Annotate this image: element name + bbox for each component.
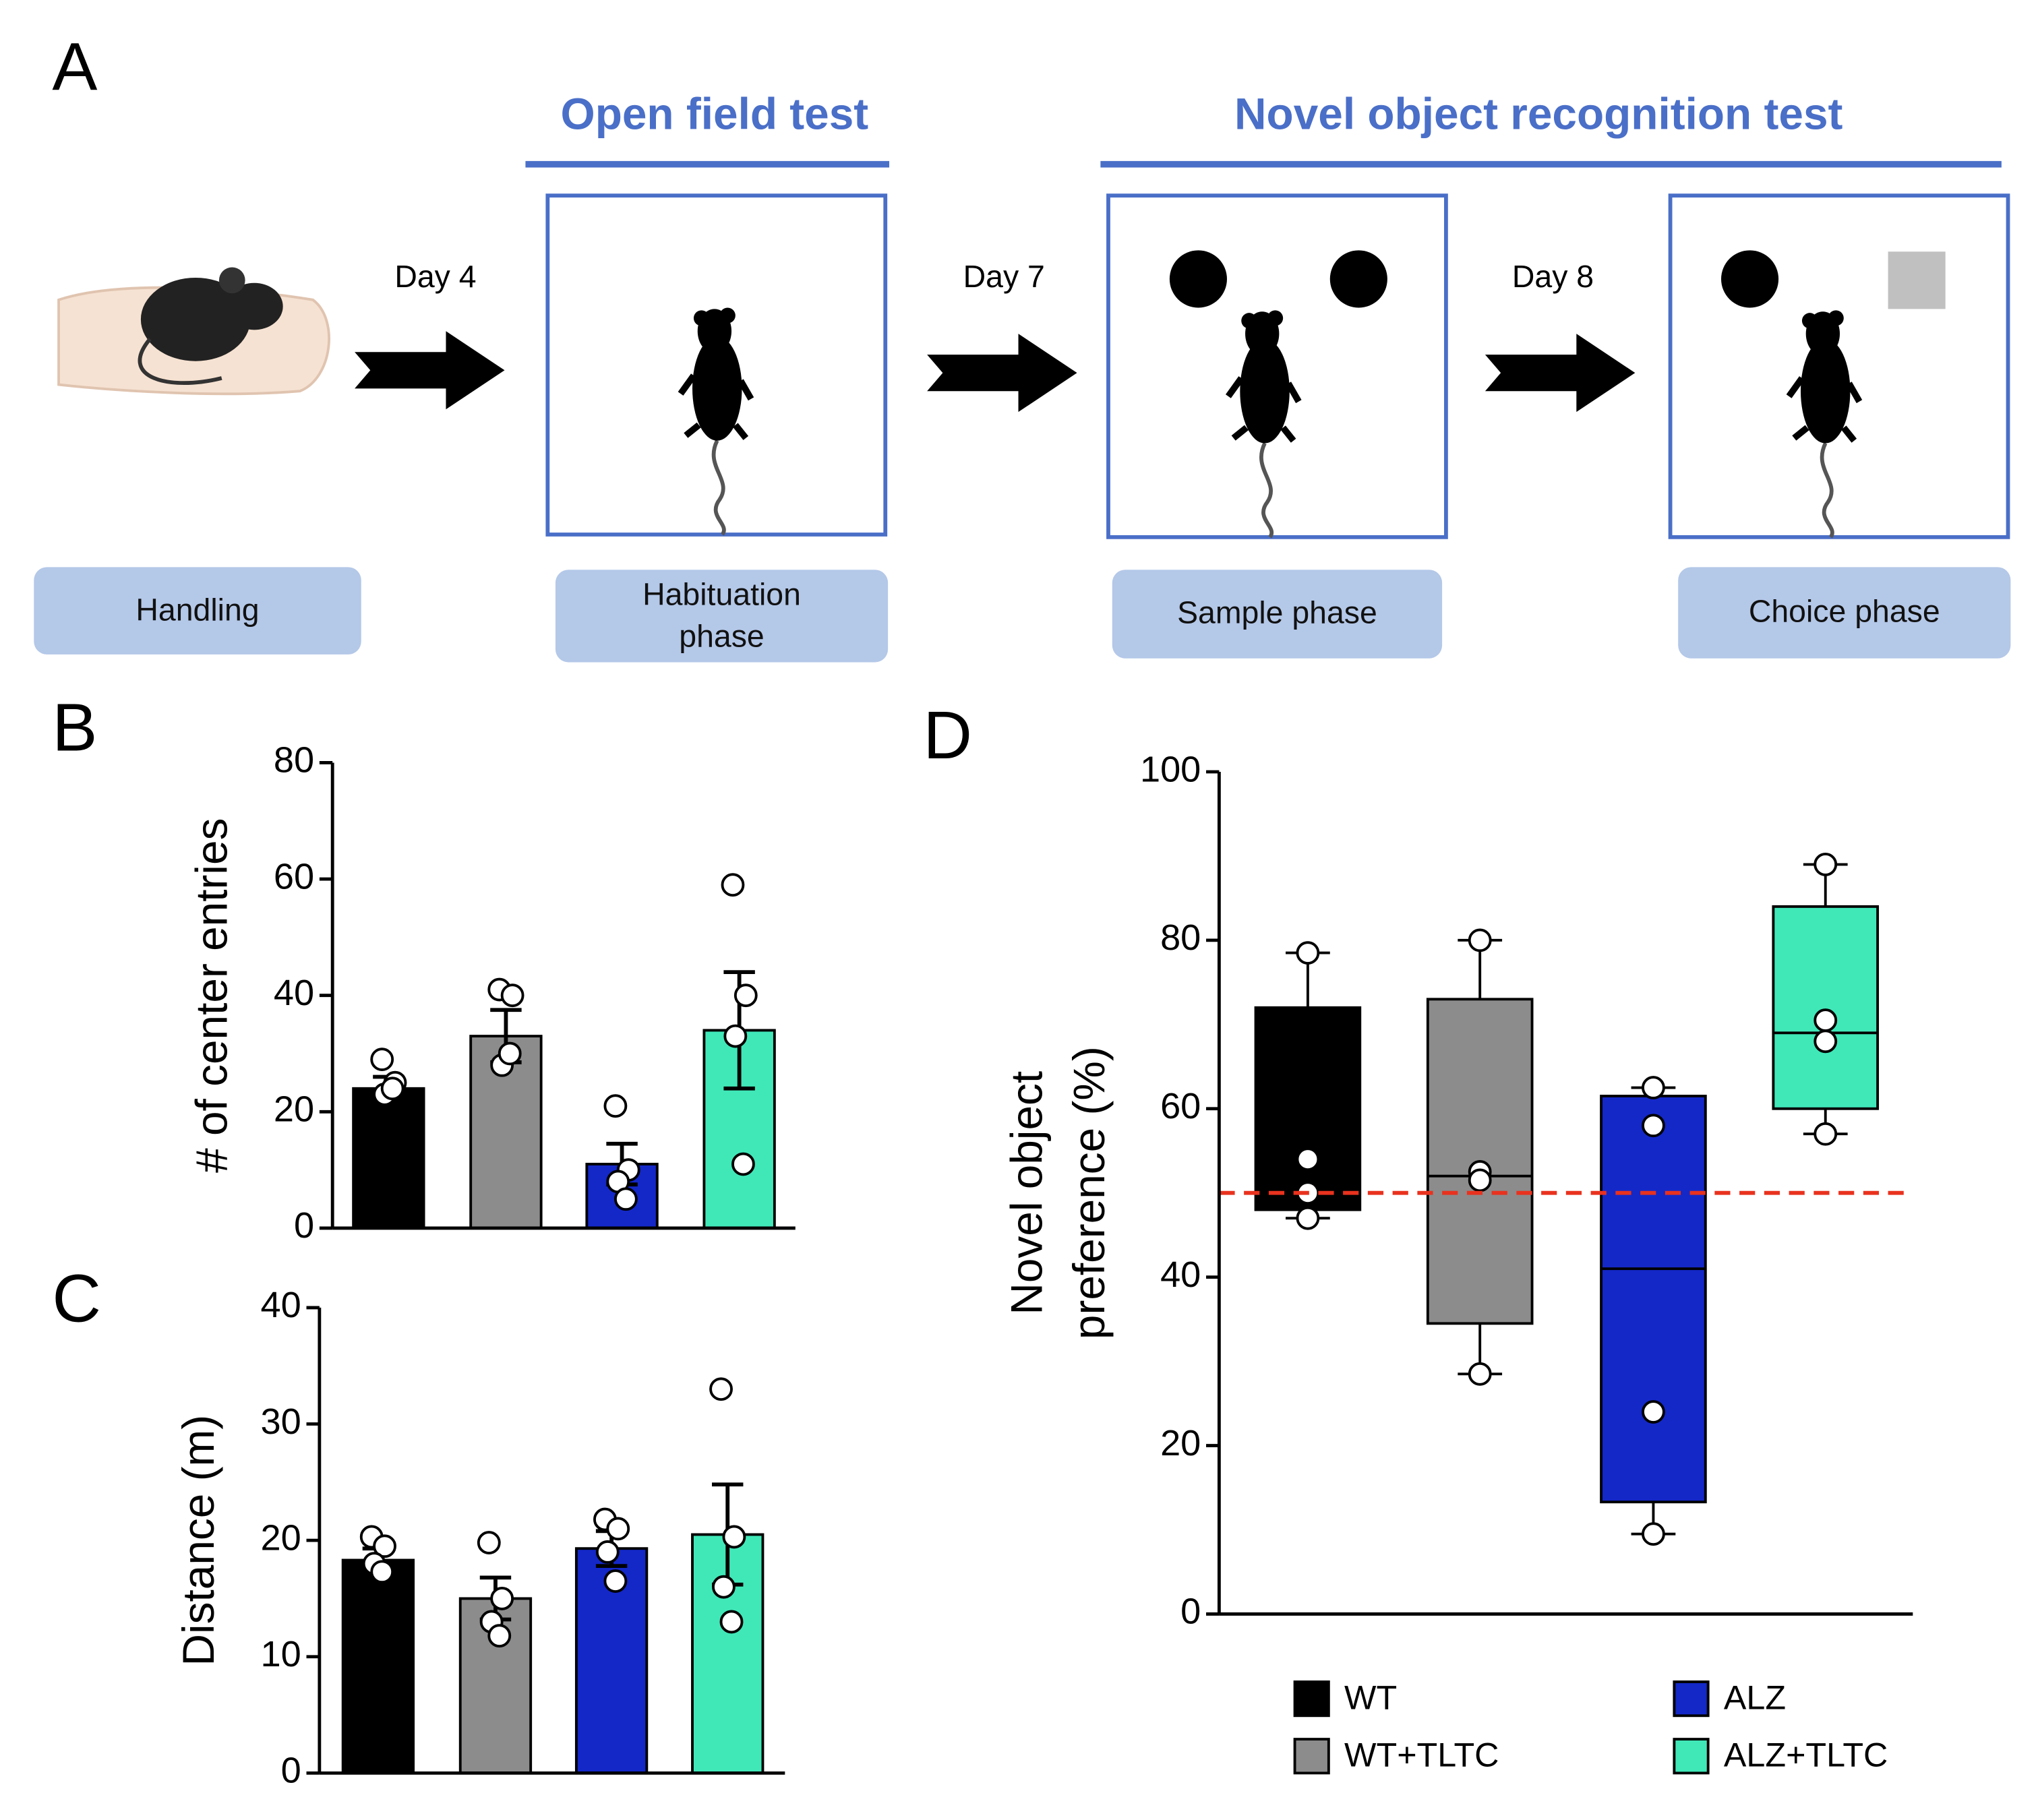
data-point xyxy=(1814,853,1838,876)
data-point xyxy=(721,873,745,897)
data-point xyxy=(1296,1147,1320,1172)
y-axis-title: preference (%) xyxy=(1064,1046,1114,1339)
phase-label: Habituation phase xyxy=(642,578,801,654)
y-axis-title: Novel object xyxy=(1001,1071,1051,1315)
data-point xyxy=(370,1048,394,1072)
data-point xyxy=(723,1024,748,1048)
data-point xyxy=(500,983,525,1008)
handling-illustration xyxy=(57,267,330,396)
y-tick-label: 40 xyxy=(261,1285,301,1325)
y-axis-title: Distance (m) xyxy=(173,1415,223,1666)
phase-header: Novel object recognition test xyxy=(1234,88,1842,138)
data-point xyxy=(1468,1168,1492,1192)
data-point xyxy=(731,1152,755,1176)
data-point xyxy=(1468,928,1492,952)
data-point xyxy=(1296,941,1320,965)
data-point xyxy=(1296,1206,1320,1230)
day-label: Day 4 xyxy=(394,259,476,294)
data-point xyxy=(1642,1522,1665,1546)
y-tick-label: 40 xyxy=(274,973,314,1013)
data-point xyxy=(498,1041,522,1066)
legend-label: ALZ xyxy=(1724,1678,1786,1716)
data-point xyxy=(1814,1122,1838,1146)
data-point xyxy=(606,1517,630,1541)
day-label: Day 7 xyxy=(963,259,1045,294)
y-tick-label: 60 xyxy=(274,856,314,897)
legend-label: ALZ+TLTC xyxy=(1724,1735,1888,1773)
data-point xyxy=(709,1377,733,1401)
y-tick-label: 20 xyxy=(274,1089,314,1130)
bar xyxy=(352,1087,425,1230)
phase-box xyxy=(1678,567,2011,659)
bar xyxy=(341,1558,415,1775)
box xyxy=(1600,1095,1707,1504)
data-point xyxy=(1642,1076,1665,1099)
data-point xyxy=(712,1575,736,1599)
phase-label: Choice phase xyxy=(1748,595,1940,630)
panel-label: A xyxy=(52,29,97,104)
legend-label: WT xyxy=(1344,1678,1397,1716)
y-tick-label: 10 xyxy=(261,1634,301,1674)
y-tick-label: 40 xyxy=(1160,1254,1201,1295)
data-point xyxy=(733,983,758,1008)
data-point xyxy=(603,1094,628,1118)
box xyxy=(1254,1006,1362,1211)
data-point xyxy=(722,1525,746,1549)
phase-box xyxy=(555,570,889,663)
data-point xyxy=(1642,1114,1665,1138)
data-point xyxy=(613,1187,638,1211)
legend-swatch xyxy=(1673,1680,1710,1718)
panel-label: B xyxy=(52,690,97,766)
phase-label: Sample phase xyxy=(1177,596,1377,632)
y-tick-label: 0 xyxy=(1180,1591,1201,1632)
data-point xyxy=(1468,1362,1492,1386)
data-point xyxy=(1814,1029,1838,1054)
novel-object xyxy=(1888,251,1946,309)
arrow xyxy=(927,334,1077,413)
data-point xyxy=(490,1587,514,1610)
y-tick-label: 0 xyxy=(281,1751,301,1791)
object xyxy=(1329,250,1387,308)
data-point xyxy=(370,1560,394,1584)
y-tick-label: 30 xyxy=(261,1401,301,1442)
data-point xyxy=(603,1569,628,1593)
data-point xyxy=(1642,1400,1665,1424)
y-tick-label: 80 xyxy=(274,740,314,781)
data-point xyxy=(595,1540,620,1564)
phase-box xyxy=(34,567,361,655)
legend-swatch xyxy=(1293,1738,1330,1775)
data-point xyxy=(373,1534,396,1558)
legend-swatch xyxy=(1673,1738,1710,1775)
object xyxy=(1169,250,1227,308)
y-tick-label: 20 xyxy=(1160,1423,1201,1463)
y-tick-label: 80 xyxy=(1160,917,1201,958)
data-point xyxy=(719,1610,744,1634)
data-point xyxy=(477,1531,501,1554)
y-tick-label: 100 xyxy=(1140,749,1201,789)
data-point xyxy=(380,1076,404,1101)
day-label: Day 8 xyxy=(1512,259,1594,294)
phase-box xyxy=(1112,570,1443,659)
arrow xyxy=(1485,334,1636,413)
legend-swatch xyxy=(1293,1680,1330,1718)
legend-label: WT+TLTC xyxy=(1344,1735,1499,1773)
arrow xyxy=(355,331,505,410)
box xyxy=(1772,905,1880,1110)
panel-label: D xyxy=(923,698,972,773)
phase-header: Open field test xyxy=(561,88,869,138)
y-axis-title: # of center entries xyxy=(187,818,237,1173)
y-tick-label: 0 xyxy=(294,1205,314,1246)
y-tick-label: 60 xyxy=(1160,1086,1201,1126)
panel-label: C xyxy=(52,1261,101,1337)
data-point xyxy=(487,1624,512,1648)
phase-label: Handling xyxy=(136,593,260,629)
object xyxy=(1721,250,1779,308)
data-point xyxy=(1814,1008,1838,1032)
y-tick-label: 20 xyxy=(261,1517,301,1558)
